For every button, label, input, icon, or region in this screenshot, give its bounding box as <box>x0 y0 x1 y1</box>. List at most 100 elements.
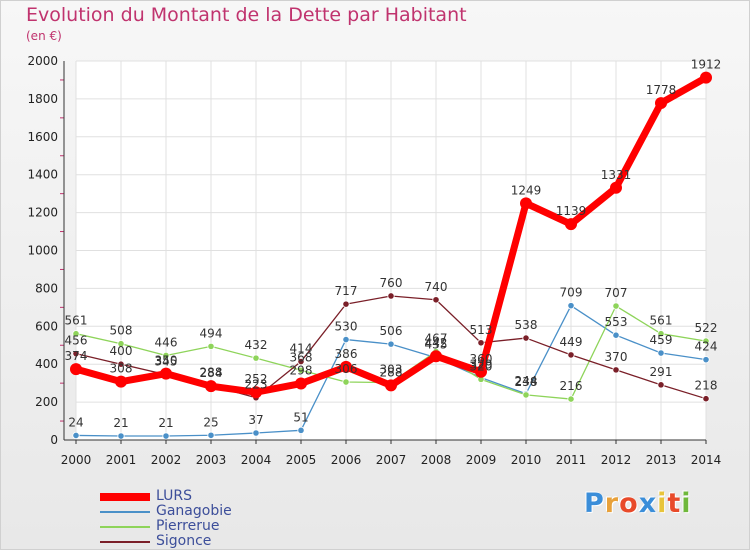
series-layer <box>70 71 712 440</box>
data-label-lurs: 386 <box>335 347 358 361</box>
data-point-sigonce <box>612 366 620 374</box>
data-label-ganagobie: 424 <box>695 340 718 354</box>
data-label-sigonce: 223 <box>245 378 268 392</box>
proxiti-logo: Proxiti <box>584 488 692 519</box>
x-tick-label: 2003 <box>196 453 227 467</box>
x-tick-label: 2004 <box>241 453 272 467</box>
data-point-sigonce <box>522 334 530 342</box>
data-label-sigonce: 740 <box>425 280 448 294</box>
data-point-lurs <box>205 380 217 393</box>
data-label-pierrerue: 216 <box>560 379 583 393</box>
data-label-ganagobie: 709 <box>560 286 583 300</box>
data-label-ganagobie: 506 <box>380 324 403 338</box>
data-point-pierrerue <box>522 391 530 399</box>
data-point-ganagobie <box>612 331 620 339</box>
x-tick-label: 2013 <box>646 453 677 467</box>
data-label-ganagobie: 21 <box>113 416 128 430</box>
data-point-sigonce <box>117 360 125 368</box>
data-point-ganagobie <box>117 432 125 440</box>
data-label-sigonce: 717 <box>335 284 358 298</box>
data-point-pierrerue <box>117 340 125 348</box>
data-label-lurs: 1249 <box>511 183 542 197</box>
data-label-ganagobie: 530 <box>335 320 358 334</box>
data-point-pierrerue <box>162 351 170 360</box>
data-label-pierrerue: 368 <box>290 350 313 364</box>
data-point-lurs <box>340 360 352 373</box>
x-tick-label: 2005 <box>286 453 317 467</box>
data-point-ganagobie <box>387 340 395 348</box>
data-point-lurs <box>295 377 307 390</box>
data-label-lurs: 288 <box>380 365 403 379</box>
data-label-lurs: 1139 <box>556 204 587 218</box>
data-label-sigonce: 538 <box>515 318 538 332</box>
data-label-ganagobie: 51 <box>293 410 308 424</box>
data-label-pierrerue: 238 <box>515 375 538 389</box>
x-tick-label: 2001 <box>106 453 137 467</box>
data-label-pierrerue: 561 <box>65 314 88 328</box>
data-point-pierrerue <box>297 366 305 374</box>
data-label-pierrerue: 707 <box>605 286 628 300</box>
logo-letter: i <box>681 488 692 519</box>
data-point-ganagobie <box>162 432 170 440</box>
data-point-sigonce <box>477 339 485 347</box>
data-point-sigonce <box>297 357 305 366</box>
chart-title: Evolution du Montant de la Dette par Hab… <box>26 4 467 26</box>
logo-letter: o <box>619 488 639 519</box>
y-tick-label: 2000 <box>27 54 58 68</box>
x-tick-label: 2000 <box>61 453 92 467</box>
data-label-lurs: 1912 <box>691 58 722 72</box>
data-label-pierrerue: 467 <box>425 332 448 346</box>
y-tick-label: 1400 <box>27 168 58 182</box>
data-point-lurs <box>250 386 262 399</box>
data-point-lurs <box>520 197 532 210</box>
data-label-pierrerue: 320 <box>470 359 493 373</box>
data-point-ganagobie <box>567 302 575 310</box>
data-label-ganagobie: 553 <box>605 315 628 329</box>
legend-swatch <box>100 493 150 501</box>
data-point-pierrerue <box>567 395 575 403</box>
data-point-ganagobie <box>702 356 710 364</box>
data-label-lurs: 308 <box>110 362 133 376</box>
data-point-lurs <box>115 375 127 388</box>
data-label-ganagobie: 25 <box>203 415 218 429</box>
data-point-ganagobie <box>342 335 350 344</box>
data-point-sigonce <box>72 349 80 358</box>
data-point-pierrerue <box>252 354 260 362</box>
data-label-lurs: 284 <box>200 366 223 380</box>
data-point-sigonce <box>387 292 395 300</box>
data-label-ganagobie: 24 <box>68 415 83 429</box>
data-point-ganagobie <box>297 426 305 434</box>
data-label-sigonce: 414 <box>290 342 313 356</box>
data-label-sigonce: 760 <box>380 276 403 290</box>
y-tick-label: 200 <box>35 395 58 409</box>
y-tick-label: 1200 <box>27 206 58 220</box>
data-point-pierrerue <box>207 342 215 350</box>
data-label-sigonce: 449 <box>560 335 583 349</box>
data-label-pierrerue: 306 <box>335 362 358 376</box>
data-point-pierrerue <box>342 378 350 386</box>
y-tick-label: 800 <box>35 281 58 295</box>
data-point-ganagobie <box>252 429 260 437</box>
data-label-pierrerue: 522 <box>695 321 718 335</box>
data-label-lurs: 1331 <box>601 168 632 182</box>
legend-label: LURS <box>156 488 192 504</box>
legend-label: Ganagobie <box>156 503 232 519</box>
data-point-sigonce <box>342 300 350 308</box>
data-label-pierrerue: 508 <box>110 324 133 338</box>
data-label-sigonce: 513 <box>470 323 493 337</box>
x-tick-label: 2008 <box>421 453 452 467</box>
y-tick-label: 400 <box>35 357 58 371</box>
data-label-layer: 24 21 21 25 37 51 530 506 435 329 244 709 553 459 424 5… <box>65 58 722 430</box>
data-point-pierrerue <box>72 330 80 338</box>
logo-letter: r <box>604 488 620 519</box>
data-point-sigonce <box>567 351 575 359</box>
data-point-lurs <box>475 365 487 378</box>
data-label-sigonce: 400 <box>110 344 133 358</box>
data-point-sigonce <box>432 296 440 304</box>
chart-subtitle: (en €) <box>26 29 62 43</box>
logo-letter: P <box>584 488 605 519</box>
y-tick-label: 600 <box>35 319 58 333</box>
data-label-lurs: 360 <box>470 352 493 366</box>
data-point-ganagobie <box>72 431 80 440</box>
data-label-lurs: 1778 <box>646 83 677 97</box>
